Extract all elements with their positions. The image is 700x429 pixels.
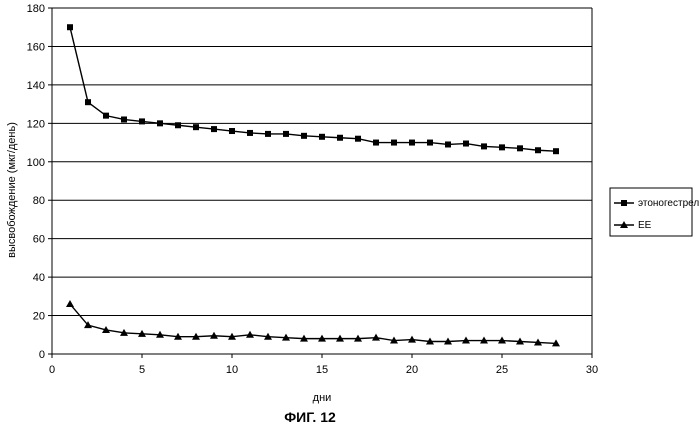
data-point: [265, 131, 271, 137]
data-point: [246, 331, 254, 338]
x-tick-label: 10: [226, 364, 238, 376]
data-point: [157, 120, 163, 126]
data-point: [373, 140, 379, 146]
data-point: [553, 148, 559, 154]
y-tick-label: 120: [27, 118, 45, 130]
data-point: [499, 144, 505, 150]
data-point: [247, 130, 253, 136]
line-chart: 0 20 40 60 80 100 120 140 160 180 0 5 10 15 20 25 30 дн…: [0, 0, 700, 405]
y-tick-label: 140: [27, 80, 45, 92]
data-point: [229, 128, 235, 134]
data-point: [301, 133, 307, 139]
y-tick-label: 0: [39, 349, 45, 361]
y-tick-label: 100: [27, 157, 45, 169]
series-line: [70, 27, 556, 151]
data-point: [103, 113, 109, 119]
x-tick-label: 5: [139, 364, 145, 376]
data-point: [391, 140, 397, 146]
series-1: [67, 24, 559, 154]
data-point: [355, 136, 361, 142]
y-tick-label: 60: [33, 234, 45, 246]
legend: этоногестрел EE: [610, 188, 699, 236]
data-point: [535, 147, 541, 153]
series-line: [70, 304, 556, 343]
y-tick-label: 20: [33, 311, 45, 323]
y-tick-label: 40: [33, 272, 45, 284]
y-tick-label: 80: [33, 195, 45, 207]
data-series: [66, 24, 560, 346]
x-tick-label: 30: [586, 364, 598, 376]
data-point: [319, 134, 325, 140]
y-tick-label: 160: [27, 41, 45, 53]
data-point: [211, 126, 217, 132]
y-tick-labels: 0 20 40 60 80 100 120 140 160 180: [27, 3, 52, 361]
series-2: [66, 300, 560, 346]
gridlines: [52, 8, 592, 354]
x-tick-label: 25: [496, 364, 508, 376]
data-point: [409, 140, 415, 146]
data-point: [193, 124, 199, 130]
legend-label: этоногестрел: [638, 198, 699, 209]
legend-label: EE: [638, 220, 652, 231]
x-tick-label: 20: [406, 364, 418, 376]
legend-marker: [621, 200, 627, 206]
data-point: [66, 300, 74, 307]
data-point: [337, 135, 343, 141]
data-point: [463, 141, 469, 147]
data-point: [517, 145, 523, 151]
data-point: [139, 118, 145, 124]
data-point: [85, 99, 91, 105]
x-axis-label: дни: [313, 392, 332, 404]
data-point: [67, 24, 73, 30]
x-tick-label: 0: [49, 364, 55, 376]
figure-caption: ФИГ. 12: [0, 409, 620, 425]
data-point: [121, 116, 127, 122]
y-tick-label: 180: [27, 3, 45, 15]
data-point: [427, 140, 433, 146]
data-point: [283, 131, 289, 137]
x-tick-label: 15: [316, 364, 328, 376]
data-point: [481, 143, 487, 149]
data-point: [445, 141, 451, 147]
y-axis-label: высвобождение (мкг/день): [6, 122, 18, 258]
data-point: [175, 122, 181, 128]
x-tick-labels: 0 5 10 15 20 25 30: [49, 354, 598, 376]
